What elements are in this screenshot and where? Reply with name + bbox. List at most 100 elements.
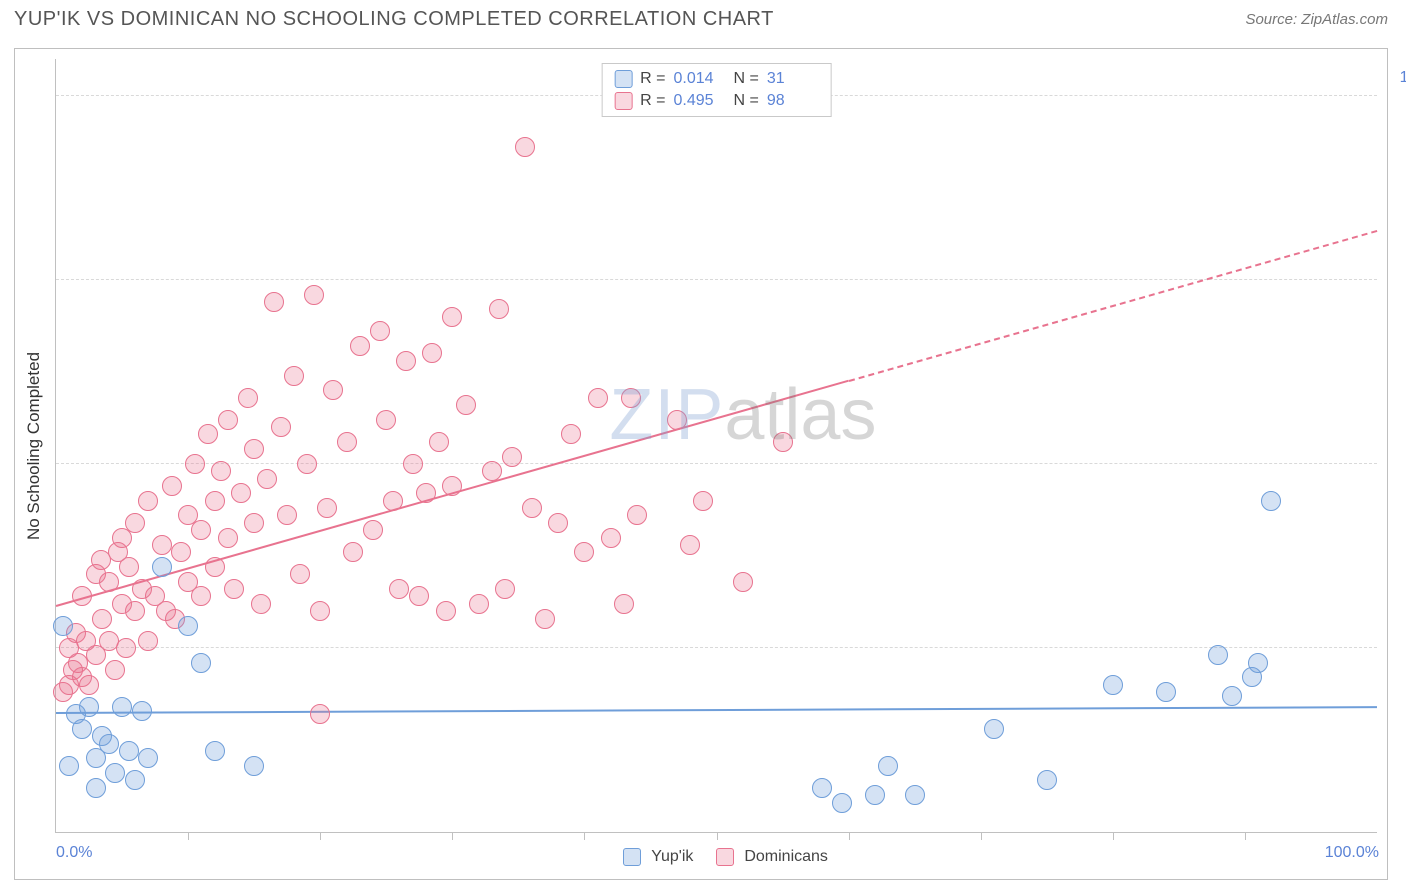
swatch-dominicans <box>716 848 734 866</box>
data-point-yupik <box>125 770 145 790</box>
data-point-dominicans <box>138 631 158 651</box>
x-axis-tick <box>1113 832 1114 840</box>
data-point-dominicans <box>733 572 753 592</box>
data-point-yupik <box>138 748 158 768</box>
swatch-dominicans <box>614 92 632 110</box>
data-point-dominicans <box>277 505 297 525</box>
data-point-dominicans <box>667 410 687 430</box>
data-point-yupik <box>178 616 198 636</box>
data-point-dominicans <box>251 594 271 614</box>
data-point-dominicans <box>416 483 436 503</box>
data-point-dominicans <box>72 586 92 606</box>
data-point-dominicans <box>105 660 125 680</box>
chart-container: No Schooling Completed ZIPatlas R = 0.01… <box>14 48 1388 880</box>
data-point-dominicans <box>515 137 535 157</box>
trendline-dominicans-dashed <box>848 230 1377 382</box>
data-point-dominicans <box>323 380 343 400</box>
data-point-dominicans <box>92 609 112 629</box>
data-point-dominicans <box>218 410 238 430</box>
x-axis-tick <box>849 832 850 840</box>
legend-row-yupik: R = 0.014 N = 31 <box>614 68 819 90</box>
data-point-dominicans <box>442 307 462 327</box>
data-point-dominicans <box>116 638 136 658</box>
legend-label-dominicans: Dominicans <box>744 848 828 865</box>
data-point-dominicans <box>125 601 145 621</box>
data-point-dominicans <box>773 432 793 452</box>
data-point-dominicans <box>482 461 502 481</box>
data-point-dominicans <box>456 395 476 415</box>
data-point-dominicans <box>297 454 317 474</box>
data-point-yupik <box>105 763 125 783</box>
data-point-dominicans <box>191 520 211 540</box>
watermark: ZIPatlas <box>609 374 876 456</box>
data-point-dominicans <box>502 447 522 467</box>
data-point-dominicans <box>257 469 277 489</box>
data-point-dominicans <box>198 424 218 444</box>
data-point-yupik <box>1037 770 1057 790</box>
data-point-dominicans <box>601 528 621 548</box>
data-point-yupik <box>86 778 106 798</box>
data-point-yupik <box>1222 686 1242 706</box>
data-point-dominicans <box>138 491 158 511</box>
data-point-dominicans <box>561 424 581 444</box>
data-point-dominicans <box>317 498 337 518</box>
data-point-dominicans <box>271 417 291 437</box>
trendline-yupik <box>56 706 1377 714</box>
chart-title: YUP'IK VS DOMINICAN NO SCHOOLING COMPLET… <box>14 8 774 31</box>
data-point-dominicans <box>627 505 647 525</box>
data-point-dominicans <box>79 675 99 695</box>
data-point-yupik <box>132 701 152 721</box>
data-point-dominicans <box>205 557 225 577</box>
data-point-dominicans <box>396 351 416 371</box>
data-point-dominicans <box>621 388 641 408</box>
x-axis-tick <box>584 832 585 840</box>
correlation-legend: R = 0.014 N = 31 R = 0.495 N = 98 <box>601 63 832 117</box>
data-point-dominicans <box>588 388 608 408</box>
data-point-yupik <box>72 719 92 739</box>
data-point-yupik <box>205 741 225 761</box>
gridline <box>56 647 1377 648</box>
swatch-yupik <box>623 848 641 866</box>
data-point-dominicans <box>436 601 456 621</box>
data-point-dominicans <box>304 285 324 305</box>
series-legend: Yup'ik Dominicans <box>56 848 1377 866</box>
data-point-dominicans <box>614 594 634 614</box>
data-point-dominicans <box>522 498 542 518</box>
source-attribution: Source: ZipAtlas.com <box>1245 11 1388 28</box>
x-axis-tick <box>188 832 189 840</box>
data-point-dominicans <box>264 292 284 312</box>
data-point-dominicans <box>171 542 191 562</box>
data-point-dominicans <box>244 513 264 533</box>
data-point-dominicans <box>162 476 182 496</box>
data-point-yupik <box>191 653 211 673</box>
data-point-yupik <box>99 734 119 754</box>
data-point-yupik <box>119 741 139 761</box>
data-point-dominicans <box>548 513 568 533</box>
x-axis-tick <box>452 832 453 840</box>
data-point-dominicans <box>422 343 442 363</box>
data-point-dominicans <box>310 704 330 724</box>
data-point-yupik <box>53 616 73 636</box>
x-axis-tick <box>320 832 321 840</box>
data-point-yupik <box>79 697 99 717</box>
data-point-yupik <box>984 719 1004 739</box>
x-axis-tick <box>981 832 982 840</box>
y-axis-title: No Schooling Completed <box>24 351 44 539</box>
data-point-dominicans <box>284 366 304 386</box>
data-point-dominicans <box>310 601 330 621</box>
data-point-dominicans <box>429 432 449 452</box>
data-point-dominicans <box>403 454 423 474</box>
data-point-yupik <box>152 557 172 577</box>
data-point-yupik <box>1261 491 1281 511</box>
data-point-dominicans <box>370 321 390 341</box>
data-point-yupik <box>244 756 264 776</box>
data-point-dominicans <box>389 579 409 599</box>
data-point-dominicans <box>409 586 429 606</box>
data-point-dominicans <box>693 491 713 511</box>
data-point-dominicans <box>125 513 145 533</box>
data-point-yupik <box>865 785 885 805</box>
data-point-dominicans <box>152 535 172 555</box>
data-point-dominicans <box>119 557 139 577</box>
gridline <box>56 279 1377 280</box>
data-point-dominicans <box>99 572 119 592</box>
